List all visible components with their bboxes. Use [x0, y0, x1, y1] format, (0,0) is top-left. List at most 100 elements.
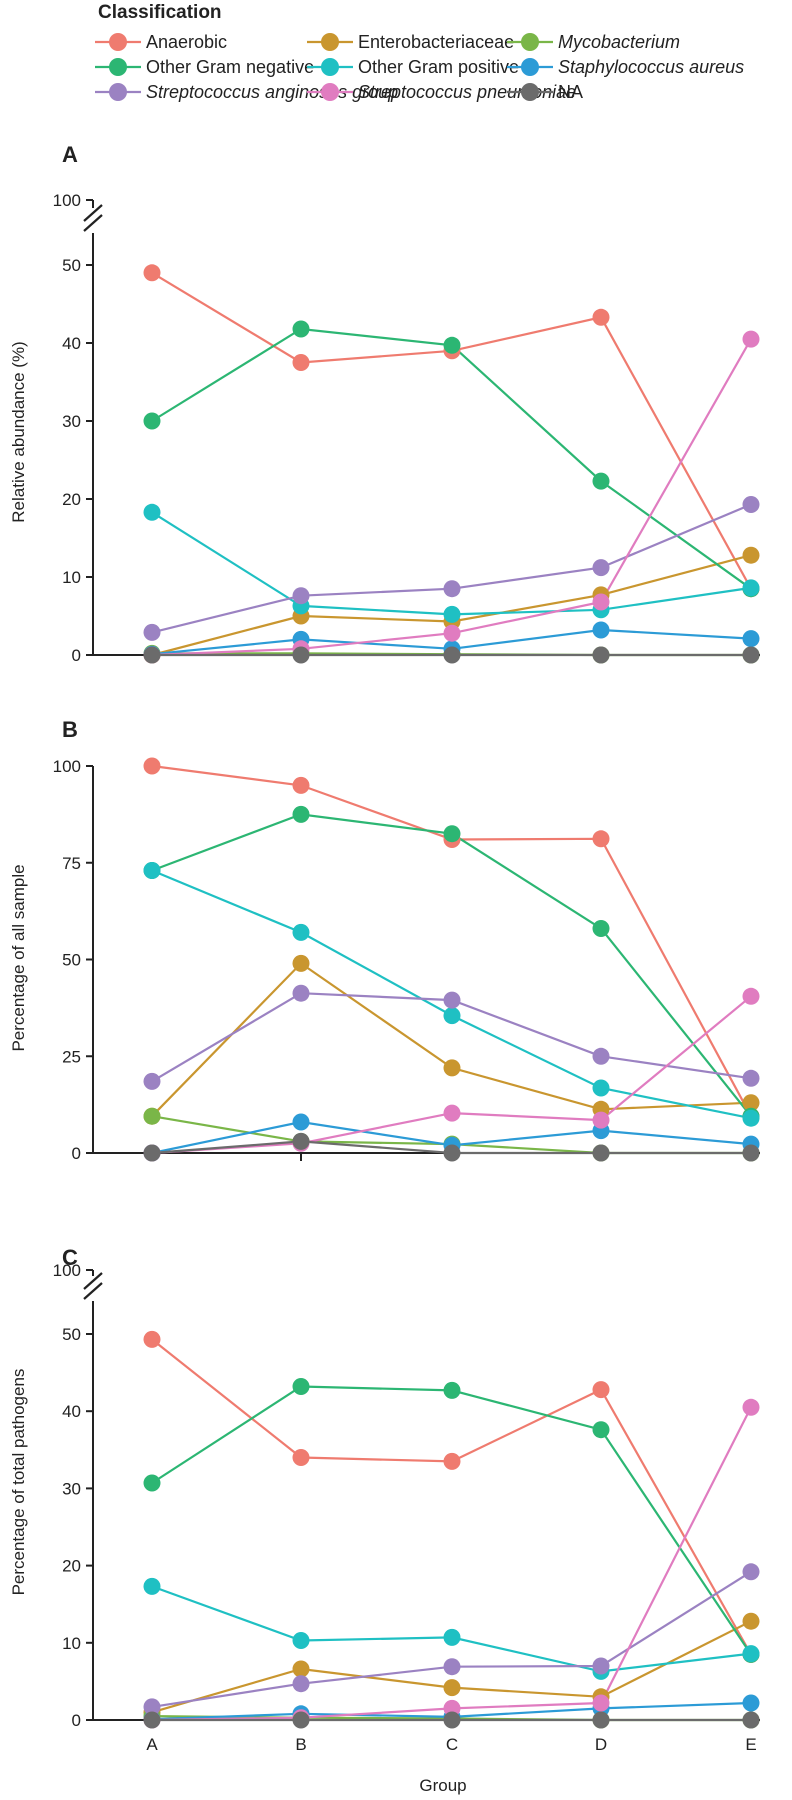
point-other-gram-positive-c-panel-c — [443, 1628, 461, 1646]
series-line-enterobacteriaceae-panel-b — [151, 961, 752, 1117]
legend-label-anaerobic: Anaerobic — [146, 32, 227, 52]
legend: Classification Anaerobic Enterobacteriace… — [95, 2, 744, 102]
y-tick-label-10-panel-c: 10 — [62, 1634, 81, 1653]
y-tick-label-20-panel-c: 20 — [62, 1557, 81, 1576]
point-na-c-panel-a — [443, 646, 461, 664]
point-streptococcus-anginosus-group-b-panel-a — [292, 587, 310, 605]
point-other-gram-negative-c-panel-a — [443, 336, 461, 354]
point-na-e-panel-a — [742, 646, 760, 664]
point-streptococcus-anginosus-group-a-panel-b — [143, 1072, 161, 1090]
y-tick-label-100-panel-c: 100 — [53, 1261, 81, 1280]
point-mycobacterium-a-panel-b — [143, 1107, 161, 1125]
y-tick-label-0-panel-c: 0 — [72, 1711, 81, 1730]
x-tick-label-c: C — [446, 1735, 458, 1754]
point-other-gram-negative-c-panel-c — [443, 1381, 461, 1399]
y-tick-label-30-panel-c: 30 — [62, 1479, 81, 1498]
legend-marker-anaerobic — [109, 33, 127, 51]
point-streptococcus-anginosus-group-e-panel-c — [742, 1563, 760, 1581]
panel-c: C Percentage of total pathogens 100 0 10 20… — [9, 1245, 760, 1730]
y-tick-label-75-panel-b: 75 — [62, 854, 81, 873]
y-tick-label-30-panel-a: 30 — [62, 412, 81, 431]
point-na-a-panel-a — [143, 646, 161, 664]
point-other-gram-positive-c-panel-a — [443, 605, 461, 623]
y-tick-label-40-panel-a: 40 — [62, 334, 81, 353]
y-tick-label-0-panel-a: 0 — [72, 646, 81, 665]
point-enterobacteriaceae-e-panel-b — [742, 1094, 760, 1112]
point-na-d-panel-c — [592, 1711, 610, 1729]
point-na-d-panel-a — [592, 646, 610, 664]
point-streptococcus-anginosus-group-d-panel-b — [592, 1047, 610, 1065]
y-tick-label-40-panel-c: 40 — [62, 1402, 81, 1421]
point-other-gram-negative-b-panel-b — [292, 805, 310, 823]
point-anaerobic-a-panel-b — [143, 757, 161, 775]
point-anaerobic-a-panel-a — [143, 264, 161, 282]
point-streptococcus-anginosus-group-a-panel-a — [143, 623, 161, 641]
point-streptococcus-anginosus-group-c-panel-c — [443, 1658, 461, 1676]
legend-label-na: NA — [558, 82, 583, 102]
axis-break-mark-upper-panel-c — [83, 1272, 103, 1290]
point-streptococcus-pneumoniae-e-panel-c — [742, 1398, 760, 1416]
point-na-a-panel-b — [143, 1144, 161, 1162]
point-streptococcus-anginosus-group-c-panel-b — [443, 991, 461, 1009]
point-other-gram-negative-d-panel-c — [592, 1421, 610, 1439]
point-streptococcus-pneumoniae-e-panel-b — [742, 987, 760, 1005]
point-anaerobic-c-panel-c — [443, 1452, 461, 1470]
legend-marker-enterobacteriaceae — [321, 33, 339, 51]
point-other-gram-positive-c-panel-b — [443, 1007, 461, 1025]
point-other-gram-positive-b-panel-c — [292, 1632, 310, 1649]
point-na-b-panel-a — [292, 646, 310, 664]
x-tick-label-a: A — [146, 1735, 158, 1754]
axis-break-mark-lower-panel-a — [83, 214, 103, 232]
y-tick-label-10-panel-a: 10 — [62, 568, 81, 587]
point-na-d-panel-b — [592, 1144, 610, 1162]
series-line-other-gram-negative-panel-a — [151, 327, 752, 590]
point-other-gram-positive-d-panel-b — [592, 1079, 610, 1097]
point-other-gram-negative-d-panel-a — [592, 472, 610, 490]
y-tick-label-0-panel-b: 0 — [72, 1144, 81, 1163]
point-enterobacteriaceae-e-panel-c — [742, 1612, 760, 1630]
point-other-gram-negative-b-panel-c — [292, 1378, 310, 1395]
point-na-b-panel-b — [292, 1132, 310, 1150]
y-tick-label-50-panel-a: 50 — [62, 256, 81, 275]
point-na-a-panel-c — [143, 1711, 161, 1729]
point-streptococcus-anginosus-group-e-panel-a — [742, 496, 760, 513]
legend-label-mycobacterium: Mycobacterium — [558, 32, 680, 52]
point-streptococcus-anginosus-group-b-panel-c — [292, 1675, 310, 1693]
x-tick-label-e: E — [745, 1735, 756, 1754]
point-enterobacteriaceae-b-panel-c — [292, 1660, 310, 1678]
point-anaerobic-b-panel-a — [292, 354, 310, 371]
point-staphylococcus-aureus-b-panel-b — [292, 1113, 310, 1131]
axis-break-mark-lower-panel-c — [83, 1282, 103, 1300]
point-streptococcus-pneumoniae-d-panel-c — [592, 1694, 610, 1712]
point-streptococcus-anginosus-group-d-panel-c — [592, 1657, 610, 1675]
legend-marker-streptococcus-anginosus-group — [109, 83, 127, 101]
legend-title: Classification — [98, 2, 222, 23]
point-streptococcus-pneumoniae-e-panel-a — [742, 330, 760, 348]
series-line-other-gram-positive-panel-a — [151, 511, 752, 616]
panel-letter-a: A — [62, 142, 78, 167]
point-na-c-panel-c — [443, 1711, 461, 1729]
point-other-gram-negative-c-panel-b — [443, 825, 461, 843]
point-staphylococcus-aureus-e-panel-c — [742, 1694, 760, 1712]
legend-marker-other-gram-positive — [321, 58, 339, 76]
legend-marker-streptococcus-pneumoniae — [321, 83, 339, 101]
y-tick-label-50-panel-b: 50 — [62, 951, 81, 970]
legend-label-enterobacteriaceae: Enterobacteriaceae — [358, 32, 514, 52]
point-other-gram-positive-b-panel-b — [292, 923, 310, 941]
legend-marker-staphylococcus-aureus — [521, 58, 539, 76]
point-na-e-panel-b — [742, 1144, 760, 1162]
point-streptococcus-anginosus-group-e-panel-b — [742, 1069, 760, 1087]
point-other-gram-negative-b-panel-a — [292, 320, 310, 338]
x-tick-label-d: D — [595, 1735, 607, 1754]
point-enterobacteriaceae-c-panel-c — [443, 1679, 461, 1697]
point-na-e-panel-c — [742, 1711, 760, 1729]
point-anaerobic-d-panel-c — [592, 1381, 610, 1399]
y-axis-label-panel-a: Relative abundance (%) — [9, 341, 28, 522]
point-other-gram-negative-a-panel-a — [143, 412, 161, 430]
legend-label-other-gram-positive: Other Gram positive — [358, 57, 519, 77]
panel-b: B Percentage of all sample 0 25 50 75 100 — [9, 717, 760, 1163]
point-other-gram-negative-a-panel-c — [143, 1474, 161, 1492]
point-anaerobic-a-panel-c — [143, 1330, 161, 1348]
legend-label-streptococcus-pneumoniae: Streptococcus pneumoniae — [358, 82, 576, 102]
